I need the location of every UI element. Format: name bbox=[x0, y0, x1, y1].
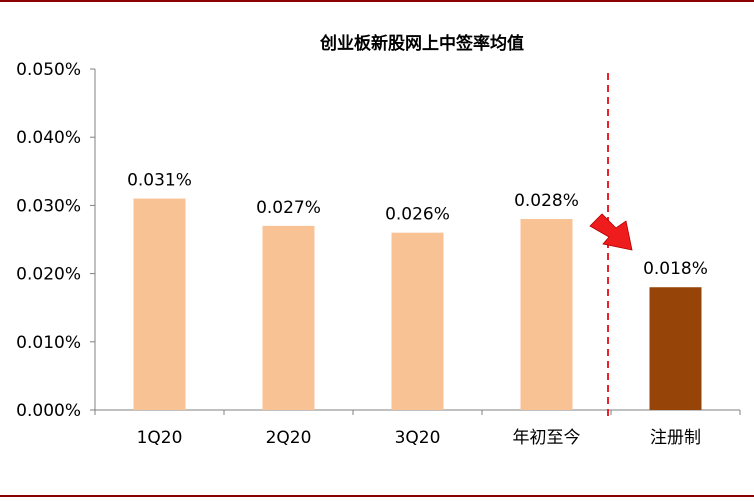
x-tick-label: 注册制 bbox=[650, 428, 701, 448]
x-tick-label: 年初至今 bbox=[513, 428, 581, 448]
bars bbox=[133, 198, 702, 410]
annotations bbox=[589, 73, 633, 418]
top-border bbox=[0, 0, 754, 2]
y-tick-label: 0.010% bbox=[16, 333, 81, 353]
y-tick-label: 0.020% bbox=[16, 265, 81, 285]
x-tick-label: 1Q20 bbox=[137, 428, 183, 448]
bar bbox=[391, 232, 444, 410]
data-labels: 0.031% 0.027% 0.026% 0.028% 0.018% bbox=[127, 171, 708, 280]
data-label: 0.028% bbox=[514, 191, 579, 211]
y-axis: 0.000% 0.010% 0.020% 0.030% 0.040% 0.050% bbox=[16, 60, 96, 421]
chart-title: 创业板新股网上中签率均值 bbox=[319, 33, 524, 54]
bottom-border bbox=[0, 495, 754, 497]
bar bbox=[649, 287, 702, 410]
x-tick-label: 3Q20 bbox=[395, 428, 441, 448]
bar bbox=[520, 219, 573, 410]
arrow-icon bbox=[589, 213, 633, 251]
data-label: 0.027% bbox=[256, 198, 321, 218]
y-tick-label: 0.050% bbox=[16, 60, 81, 80]
y-tick-label: 0.000% bbox=[16, 401, 81, 421]
data-label: 0.026% bbox=[385, 205, 450, 225]
y-tick-label: 0.040% bbox=[16, 128, 81, 148]
data-label: 0.018% bbox=[643, 259, 708, 279]
x-axis: 1Q20 2Q20 3Q20 年初至今 注册制 bbox=[94, 409, 741, 448]
x-tick-label: 2Q20 bbox=[266, 428, 312, 448]
bar bbox=[133, 198, 186, 410]
y-tick-label: 0.030% bbox=[16, 196, 81, 216]
data-label: 0.031% bbox=[127, 171, 192, 191]
bar bbox=[262, 225, 315, 410]
